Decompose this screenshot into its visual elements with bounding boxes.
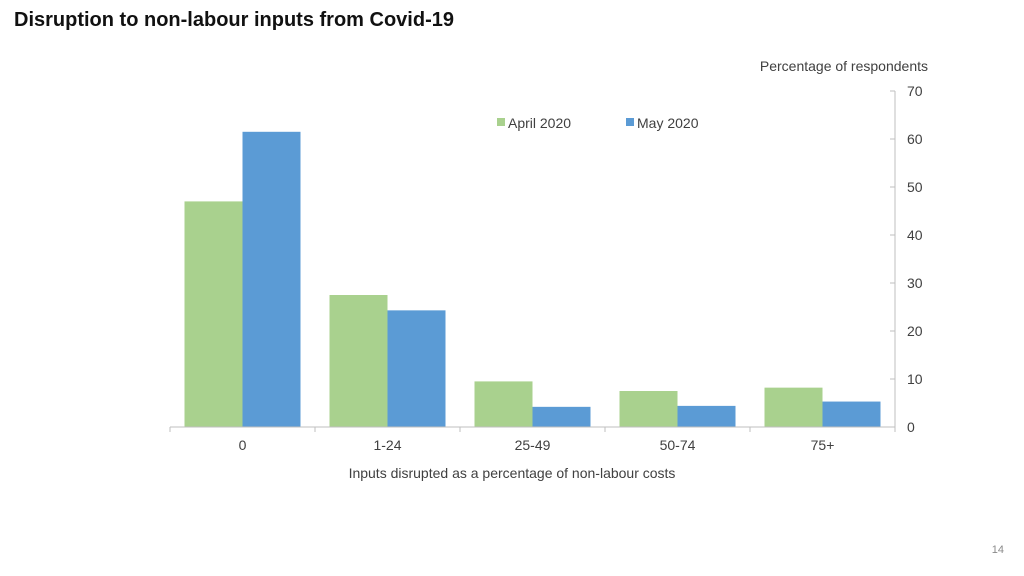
y-tick-label-40: 40 (907, 227, 923, 243)
bar-may-2020-0 (242, 131, 301, 428)
y-tick-label-70: 70 (907, 83, 923, 99)
legend-swatch-april-2020 (497, 118, 505, 126)
y-tick-label-20: 20 (907, 323, 923, 339)
y-tick-label-60: 60 (907, 131, 923, 147)
bar-may-2020-1-24 (387, 310, 446, 427)
legend: April 2020 May 2020 (497, 115, 699, 131)
y-tick-label-0: 0 (907, 419, 915, 435)
bar-april-2020-75 (764, 387, 823, 427)
x-axis-title: Inputs disrupted as a percentage of non-… (349, 465, 676, 481)
x-tick-label-25-49: 25-49 (515, 437, 551, 453)
y-tick-label-30: 30 (907, 275, 923, 291)
bar-may-2020-75 (822, 401, 881, 427)
bar-april-2020-50-74 (619, 391, 678, 427)
legend-swatch-may-2020 (626, 118, 634, 126)
bar-may-2020-25-49 (532, 406, 591, 427)
x-tick-label-50-74: 50-74 (660, 437, 696, 453)
x-tick-label-1-24: 1-24 (373, 437, 401, 453)
bar-april-2020-1-24 (329, 295, 388, 427)
x-tick-label-0: 0 (239, 437, 247, 453)
x-tick-label-75: 75+ (811, 437, 835, 453)
slide-title: Disruption to non-labour inputs from Cov… (14, 9, 454, 31)
y-axis-title: Percentage of respondents (760, 58, 928, 74)
bar-april-2020-0 (184, 201, 243, 427)
legend-label-april-2020: April 2020 (508, 115, 571, 131)
y-tick-label-50: 50 (907, 179, 923, 195)
bar-may-2020-50-74 (677, 405, 736, 427)
axes-group: 0 1-24 25-49 50-74 75+ 0 10 20 30 40 50 60 70 (169, 83, 923, 453)
legend-label-may-2020: May 2020 (637, 115, 699, 131)
page-number: 14 (991, 544, 1004, 556)
bars-group (184, 131, 881, 428)
y-tick-label-10: 10 (907, 371, 923, 387)
bar-april-2020-25-49 (474, 381, 533, 427)
